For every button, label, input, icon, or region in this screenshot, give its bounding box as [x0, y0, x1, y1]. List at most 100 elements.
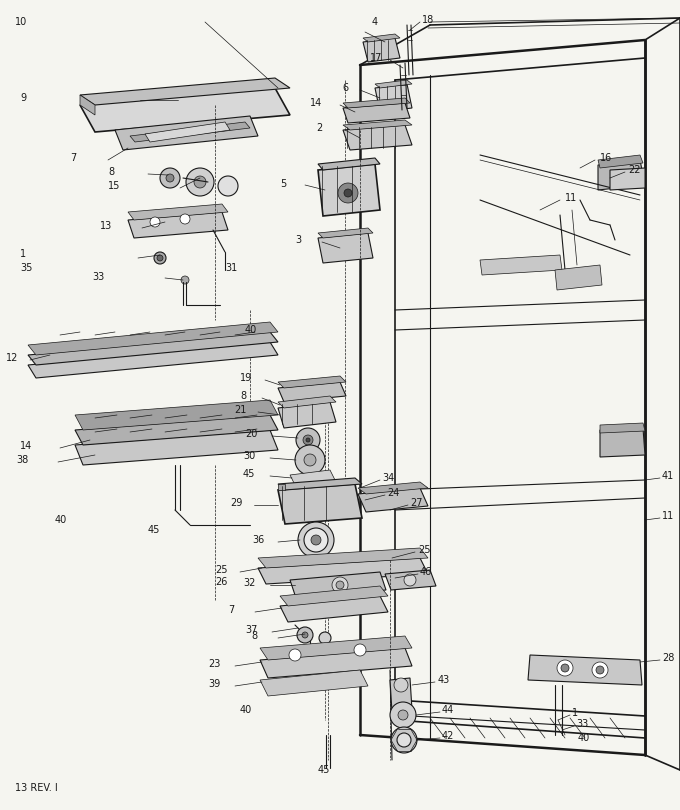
Text: 30: 30: [243, 451, 255, 461]
Text: 6: 6: [342, 83, 348, 93]
Circle shape: [398, 710, 408, 720]
Circle shape: [338, 183, 358, 203]
Polygon shape: [598, 155, 643, 168]
Circle shape: [289, 649, 301, 661]
Text: 45: 45: [243, 469, 256, 479]
Text: 29: 29: [230, 498, 242, 508]
Polygon shape: [260, 648, 412, 678]
Polygon shape: [75, 415, 278, 445]
Circle shape: [354, 644, 366, 656]
Polygon shape: [610, 168, 645, 190]
Text: 10: 10: [15, 17, 27, 27]
Polygon shape: [278, 376, 346, 388]
Text: 28: 28: [662, 653, 675, 663]
Text: 32: 32: [243, 578, 256, 588]
Polygon shape: [280, 596, 388, 622]
Circle shape: [592, 662, 608, 678]
Circle shape: [561, 664, 569, 672]
Polygon shape: [278, 382, 346, 402]
Circle shape: [194, 176, 206, 188]
Polygon shape: [375, 80, 412, 88]
Polygon shape: [28, 322, 278, 355]
Circle shape: [218, 176, 238, 196]
Polygon shape: [318, 233, 373, 263]
Polygon shape: [290, 470, 335, 485]
Circle shape: [186, 168, 214, 196]
Text: 41: 41: [662, 471, 675, 481]
Text: 4: 4: [372, 17, 378, 27]
Text: 1: 1: [20, 249, 26, 259]
Polygon shape: [363, 38, 400, 62]
Polygon shape: [385, 570, 436, 590]
Circle shape: [298, 522, 334, 558]
Polygon shape: [80, 88, 290, 132]
Polygon shape: [390, 678, 412, 712]
Polygon shape: [80, 78, 290, 105]
Circle shape: [344, 189, 352, 197]
Polygon shape: [278, 478, 362, 490]
Polygon shape: [258, 558, 428, 584]
Polygon shape: [128, 212, 228, 238]
Circle shape: [160, 168, 180, 188]
Text: 35: 35: [20, 263, 33, 273]
Circle shape: [397, 733, 411, 747]
Circle shape: [154, 252, 166, 264]
Text: 18: 18: [422, 15, 435, 25]
Text: 9: 9: [20, 93, 26, 103]
Polygon shape: [375, 84, 412, 112]
Text: 11: 11: [662, 511, 675, 521]
Polygon shape: [318, 164, 380, 216]
Circle shape: [391, 727, 417, 753]
Polygon shape: [598, 160, 645, 190]
Polygon shape: [528, 655, 642, 685]
Polygon shape: [555, 265, 602, 290]
Text: 12: 12: [6, 353, 18, 363]
Circle shape: [336, 581, 344, 589]
Polygon shape: [80, 95, 95, 115]
Text: 34: 34: [382, 473, 394, 483]
Text: 25: 25: [418, 545, 430, 555]
Circle shape: [180, 214, 190, 224]
Text: 36: 36: [252, 535, 265, 545]
Polygon shape: [343, 125, 412, 150]
Text: 16: 16: [600, 153, 612, 163]
Circle shape: [306, 438, 310, 442]
Polygon shape: [278, 402, 336, 428]
Circle shape: [303, 435, 313, 445]
Text: 25: 25: [215, 565, 228, 575]
Polygon shape: [278, 484, 285, 490]
Text: 23: 23: [208, 659, 220, 669]
Text: 42: 42: [442, 731, 454, 741]
Polygon shape: [28, 342, 278, 378]
Text: 43: 43: [438, 675, 450, 685]
Text: 8: 8: [240, 391, 246, 401]
Circle shape: [557, 660, 573, 676]
Circle shape: [150, 217, 160, 227]
Text: 8: 8: [251, 631, 257, 641]
Circle shape: [311, 535, 321, 545]
Circle shape: [295, 445, 325, 475]
Text: 37: 37: [245, 625, 257, 635]
Text: 26: 26: [215, 577, 227, 587]
Polygon shape: [343, 98, 410, 108]
Text: 31: 31: [225, 263, 237, 273]
Polygon shape: [115, 116, 258, 150]
Text: 45: 45: [148, 525, 160, 535]
Circle shape: [394, 678, 408, 692]
Circle shape: [166, 174, 174, 182]
Polygon shape: [260, 670, 368, 696]
Polygon shape: [260, 636, 412, 660]
Circle shape: [304, 454, 316, 466]
Text: 7: 7: [228, 605, 234, 615]
Polygon shape: [343, 120, 412, 130]
Text: 5: 5: [280, 179, 286, 189]
Text: 40: 40: [240, 705, 252, 715]
Text: 24: 24: [387, 488, 399, 498]
Text: 20: 20: [245, 429, 257, 439]
Circle shape: [390, 702, 416, 728]
Text: 2: 2: [316, 123, 322, 133]
Text: 13: 13: [100, 221, 112, 231]
Polygon shape: [290, 572, 386, 598]
Circle shape: [304, 528, 328, 552]
Text: 33: 33: [92, 272, 104, 282]
